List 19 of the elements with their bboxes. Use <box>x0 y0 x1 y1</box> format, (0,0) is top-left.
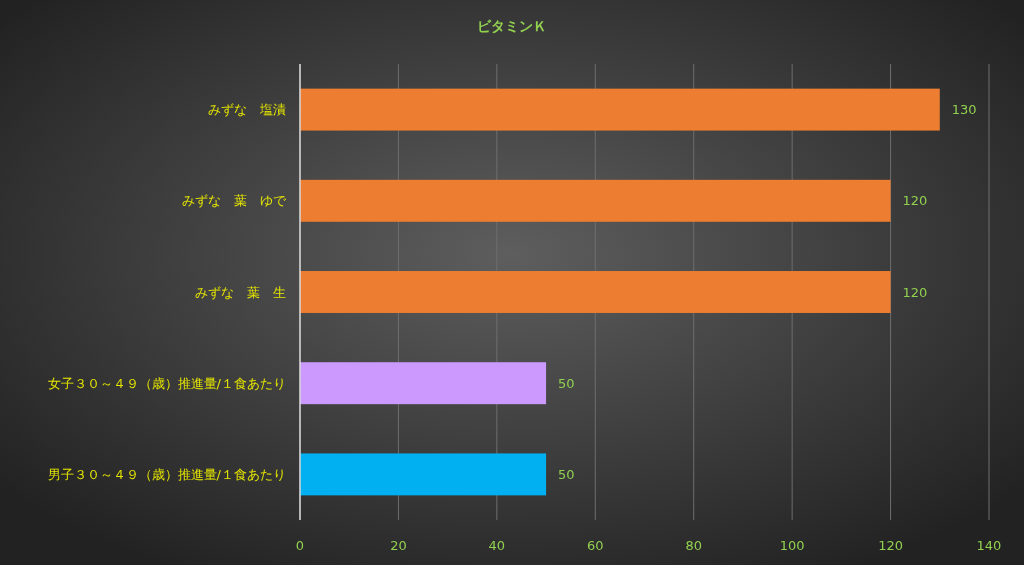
data-label: 50 <box>558 466 575 482</box>
x-tick-label: 100 <box>779 537 805 553</box>
data-label: 130 <box>951 102 977 118</box>
x-tick-label: 80 <box>685 537 702 553</box>
data-label: 50 <box>558 375 575 391</box>
x-tick-label: 120 <box>878 537 903 553</box>
x-tick-label: 20 <box>390 537 407 553</box>
x-tick-label: 140 <box>976 537 1002 553</box>
y-tick-label: 女子３０～４９（歳）推進量/１食あたり <box>47 375 286 391</box>
y-tick-label: 男子３０～４９（歳）推進量/１食あたり <box>47 466 286 482</box>
y-tick-label: みずな 葉 ゆで <box>182 193 287 209</box>
chart-title: ビタミンＫ <box>477 18 547 34</box>
data-label: 120 <box>902 193 928 209</box>
x-tick-label: 0 <box>295 537 305 553</box>
y-tick-label: みずな 葉 生 <box>195 284 286 300</box>
data-label: 120 <box>902 284 928 300</box>
x-tick-label: 60 <box>587 537 604 553</box>
x-tick-label: 40 <box>488 537 506 553</box>
y-tick-label: みずな 塩漬 <box>208 102 286 118</box>
